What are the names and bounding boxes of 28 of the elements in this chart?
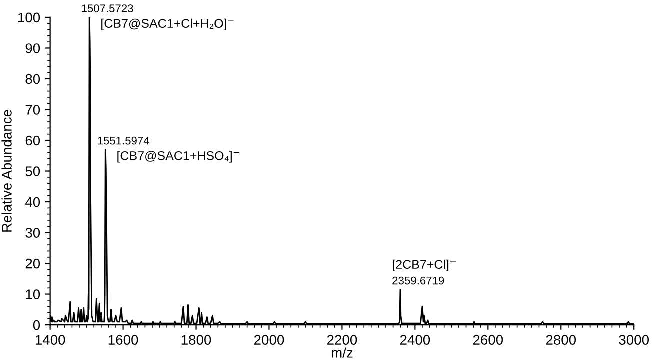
x-tick-label: 2800 <box>546 335 576 345</box>
y-axis-title: Relative Abundance <box>2 110 12 232</box>
y-tick-label: 30 <box>26 228 40 238</box>
y-tick-label: 90 <box>26 44 40 54</box>
y-tick-label: 10 <box>26 290 40 300</box>
annotation: [2CB7+Cl]$^{−}$ <box>393 260 456 272</box>
x-tick-label: 1400 <box>36 335 66 345</box>
y-tick-label: 70 <box>26 105 40 115</box>
x-tick-label: 2000 <box>254 335 284 345</box>
y-tick-label: 0 <box>33 320 40 330</box>
annotation: [CB7@SAC1+Cl+H₂O]$^{−}$ <box>102 18 234 31</box>
y-tick-label: 40 <box>25 197 40 208</box>
y-tick-label: 20 <box>26 258 40 269</box>
y-tick-label: 60 <box>26 136 40 146</box>
x-tick-label: 3000 <box>619 335 649 345</box>
y-tick-label: 50 <box>26 166 40 176</box>
y-tick-label: 80 <box>26 74 40 84</box>
annotation: 1551.5974 <box>98 136 150 145</box>
x-tick-label: 2200 <box>327 335 358 345</box>
x-tick-label: 1800 <box>182 335 212 345</box>
x-tick-label: 2400 <box>400 335 430 345</box>
annotation: [CB7@SAC1+HSO₄]$^{−}$ <box>118 151 240 163</box>
annotation: 2359.6719 <box>392 276 444 285</box>
annotation: 1507.5723 <box>82 4 134 12</box>
x-axis-title: m/z <box>332 348 353 358</box>
x-tick-label: 2600 <box>473 335 504 345</box>
y-tick-label: 100 <box>18 12 40 23</box>
x-tick-label: 1600 <box>108 335 138 345</box>
